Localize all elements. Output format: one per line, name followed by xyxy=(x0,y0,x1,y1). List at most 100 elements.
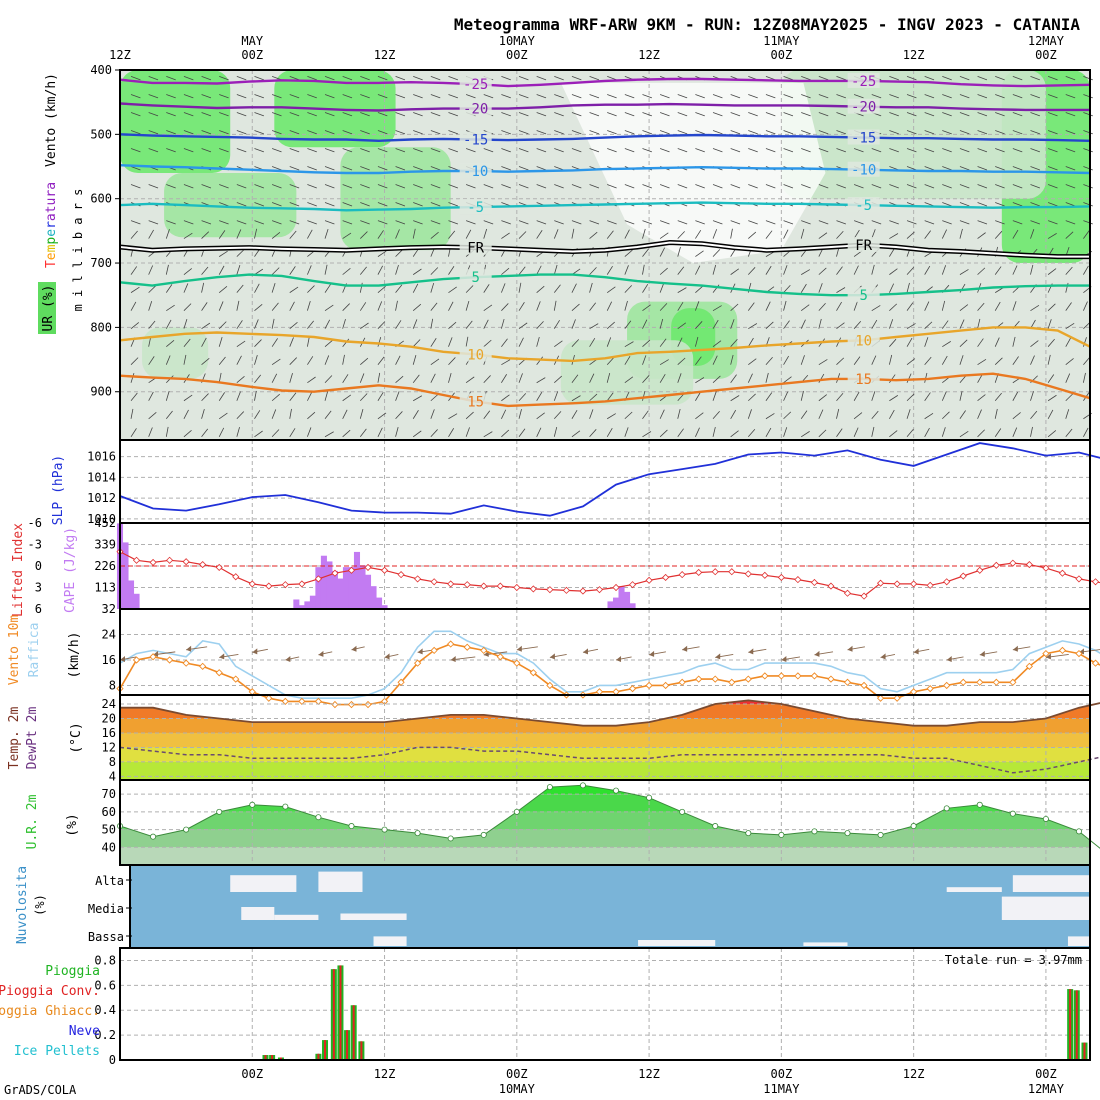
wind-barb xyxy=(289,94,300,99)
wind-barb xyxy=(994,337,1000,347)
wind-10m-axis-label: Vento 10m xyxy=(7,615,22,686)
wind-barb xyxy=(1065,184,1076,189)
wind-barb xyxy=(712,130,723,135)
wind-barb xyxy=(730,409,737,419)
wind-barb xyxy=(254,76,265,81)
wind-barb xyxy=(589,220,600,225)
wind-barb xyxy=(695,250,704,257)
wind-barb xyxy=(801,148,811,153)
cloud-alta-block xyxy=(1012,875,1090,892)
wind-barb xyxy=(236,184,247,189)
wind-barb xyxy=(642,339,651,347)
wind-barb xyxy=(148,391,154,401)
wind-barb xyxy=(377,285,386,293)
wind-barb xyxy=(765,356,773,365)
wind-barb xyxy=(342,232,352,239)
wind-barb xyxy=(430,373,436,383)
rh-marker xyxy=(183,826,190,833)
wind-barb xyxy=(694,336,699,347)
temperature-axis-letter: t xyxy=(44,205,59,213)
wind-barb xyxy=(659,429,668,438)
wind-barb xyxy=(959,94,970,99)
wind-barb xyxy=(501,184,511,189)
wind-barb xyxy=(783,130,794,135)
wind-barb xyxy=(536,301,541,311)
top-time-label: 12Z xyxy=(903,48,925,62)
li-marker xyxy=(380,566,389,574)
wind-barb xyxy=(307,220,317,225)
wind-marker xyxy=(661,681,670,690)
wind-barb xyxy=(624,184,635,189)
wind-barb xyxy=(289,286,299,293)
wind-barb xyxy=(412,374,420,383)
wind-barb xyxy=(201,184,212,189)
wind-barb xyxy=(148,336,152,347)
rh-marker xyxy=(910,823,917,830)
wind-barb xyxy=(801,130,811,135)
gust-line xyxy=(119,630,1100,699)
wind-barb xyxy=(465,184,476,189)
wind-barb xyxy=(518,408,522,419)
wind-barb xyxy=(906,323,916,330)
wind-barb xyxy=(659,409,665,419)
wind-barb xyxy=(271,130,282,135)
wind-barb xyxy=(765,230,773,239)
isotherm-label: -25 xyxy=(463,77,488,93)
wind-barb xyxy=(747,428,756,438)
wind-barb xyxy=(1012,148,1023,153)
top-date-label: MAY xyxy=(241,34,263,48)
wind-barb xyxy=(518,76,529,81)
wind-barb xyxy=(271,302,279,311)
wind-barb xyxy=(924,112,935,117)
rh-marker xyxy=(447,835,454,842)
wind-barb xyxy=(448,301,454,311)
rh-marker xyxy=(646,794,653,801)
wind-barb xyxy=(254,339,262,347)
wind-barb xyxy=(1083,230,1090,239)
wind-barb xyxy=(536,166,547,171)
wind-barb xyxy=(254,374,262,383)
temperature-line xyxy=(120,699,1100,727)
wind-barb xyxy=(889,148,899,153)
precipitation-panel: 0 0.2 0.4 0.6 0.8 Totale run = 3.97mm Pioggia P… xyxy=(0,947,1091,1067)
wind-barb xyxy=(695,412,704,420)
wind-barb xyxy=(1047,338,1055,347)
wind-barb xyxy=(307,285,315,293)
top-time-label: 00Z xyxy=(506,48,528,62)
rh-marker xyxy=(579,782,586,789)
wind-barb xyxy=(695,265,701,275)
precip-conv-bar xyxy=(1069,989,1072,1060)
rh-marker xyxy=(546,784,553,791)
wind-barb xyxy=(236,355,242,365)
wind-barb xyxy=(818,94,829,99)
wind-barb xyxy=(889,395,899,402)
wind-arrow-head xyxy=(913,648,919,655)
li-marker xyxy=(513,583,521,592)
wind-barb xyxy=(642,355,647,365)
wind-marker xyxy=(761,672,769,680)
wind-barb xyxy=(360,357,369,366)
wind-barb xyxy=(624,265,629,275)
wind-barb xyxy=(148,229,154,239)
wind-barb xyxy=(695,285,704,293)
wind-barb xyxy=(959,430,969,438)
wind-barb xyxy=(994,357,1003,366)
wind-barb xyxy=(924,220,935,225)
wind-barb xyxy=(695,427,700,437)
slp-line xyxy=(119,442,1100,517)
wind-barb xyxy=(413,76,423,81)
wind-barb xyxy=(412,268,422,275)
wind-barb xyxy=(377,94,388,99)
wind-barb xyxy=(906,184,917,189)
wind-barb xyxy=(183,354,187,365)
wind-barb xyxy=(818,267,827,275)
wind-marker xyxy=(463,643,471,651)
wind-barb xyxy=(1012,94,1023,99)
wind-barb xyxy=(148,356,155,365)
bottom-time-label: 00Z xyxy=(506,1067,528,1081)
wind-barb xyxy=(219,130,229,135)
wind-barb xyxy=(536,230,543,239)
wind-barb xyxy=(395,320,402,329)
wind-barb xyxy=(836,322,845,329)
wind-barb xyxy=(342,166,353,171)
